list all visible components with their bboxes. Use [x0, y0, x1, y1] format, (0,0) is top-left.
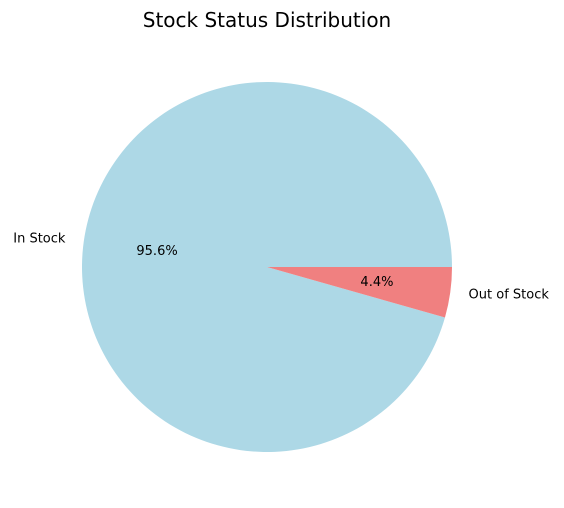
- category-label-out-of-stock: Out of Stock: [469, 288, 550, 303]
- chart-title: Stock Status Distribution: [143, 8, 391, 32]
- category-label-in-stock: In Stock: [13, 231, 66, 246]
- pie-labels: In Stock 95.6% Out of Stock 4.4%: [13, 231, 549, 302]
- pie-slice-out-of-stock: [267, 267, 453, 318]
- percent-label-out-of-stock: 4.4%: [360, 275, 393, 290]
- pie-slice-in-stock: [82, 82, 453, 453]
- percent-label-in-stock: 95.6%: [136, 244, 177, 259]
- pie-slices: [82, 82, 453, 453]
